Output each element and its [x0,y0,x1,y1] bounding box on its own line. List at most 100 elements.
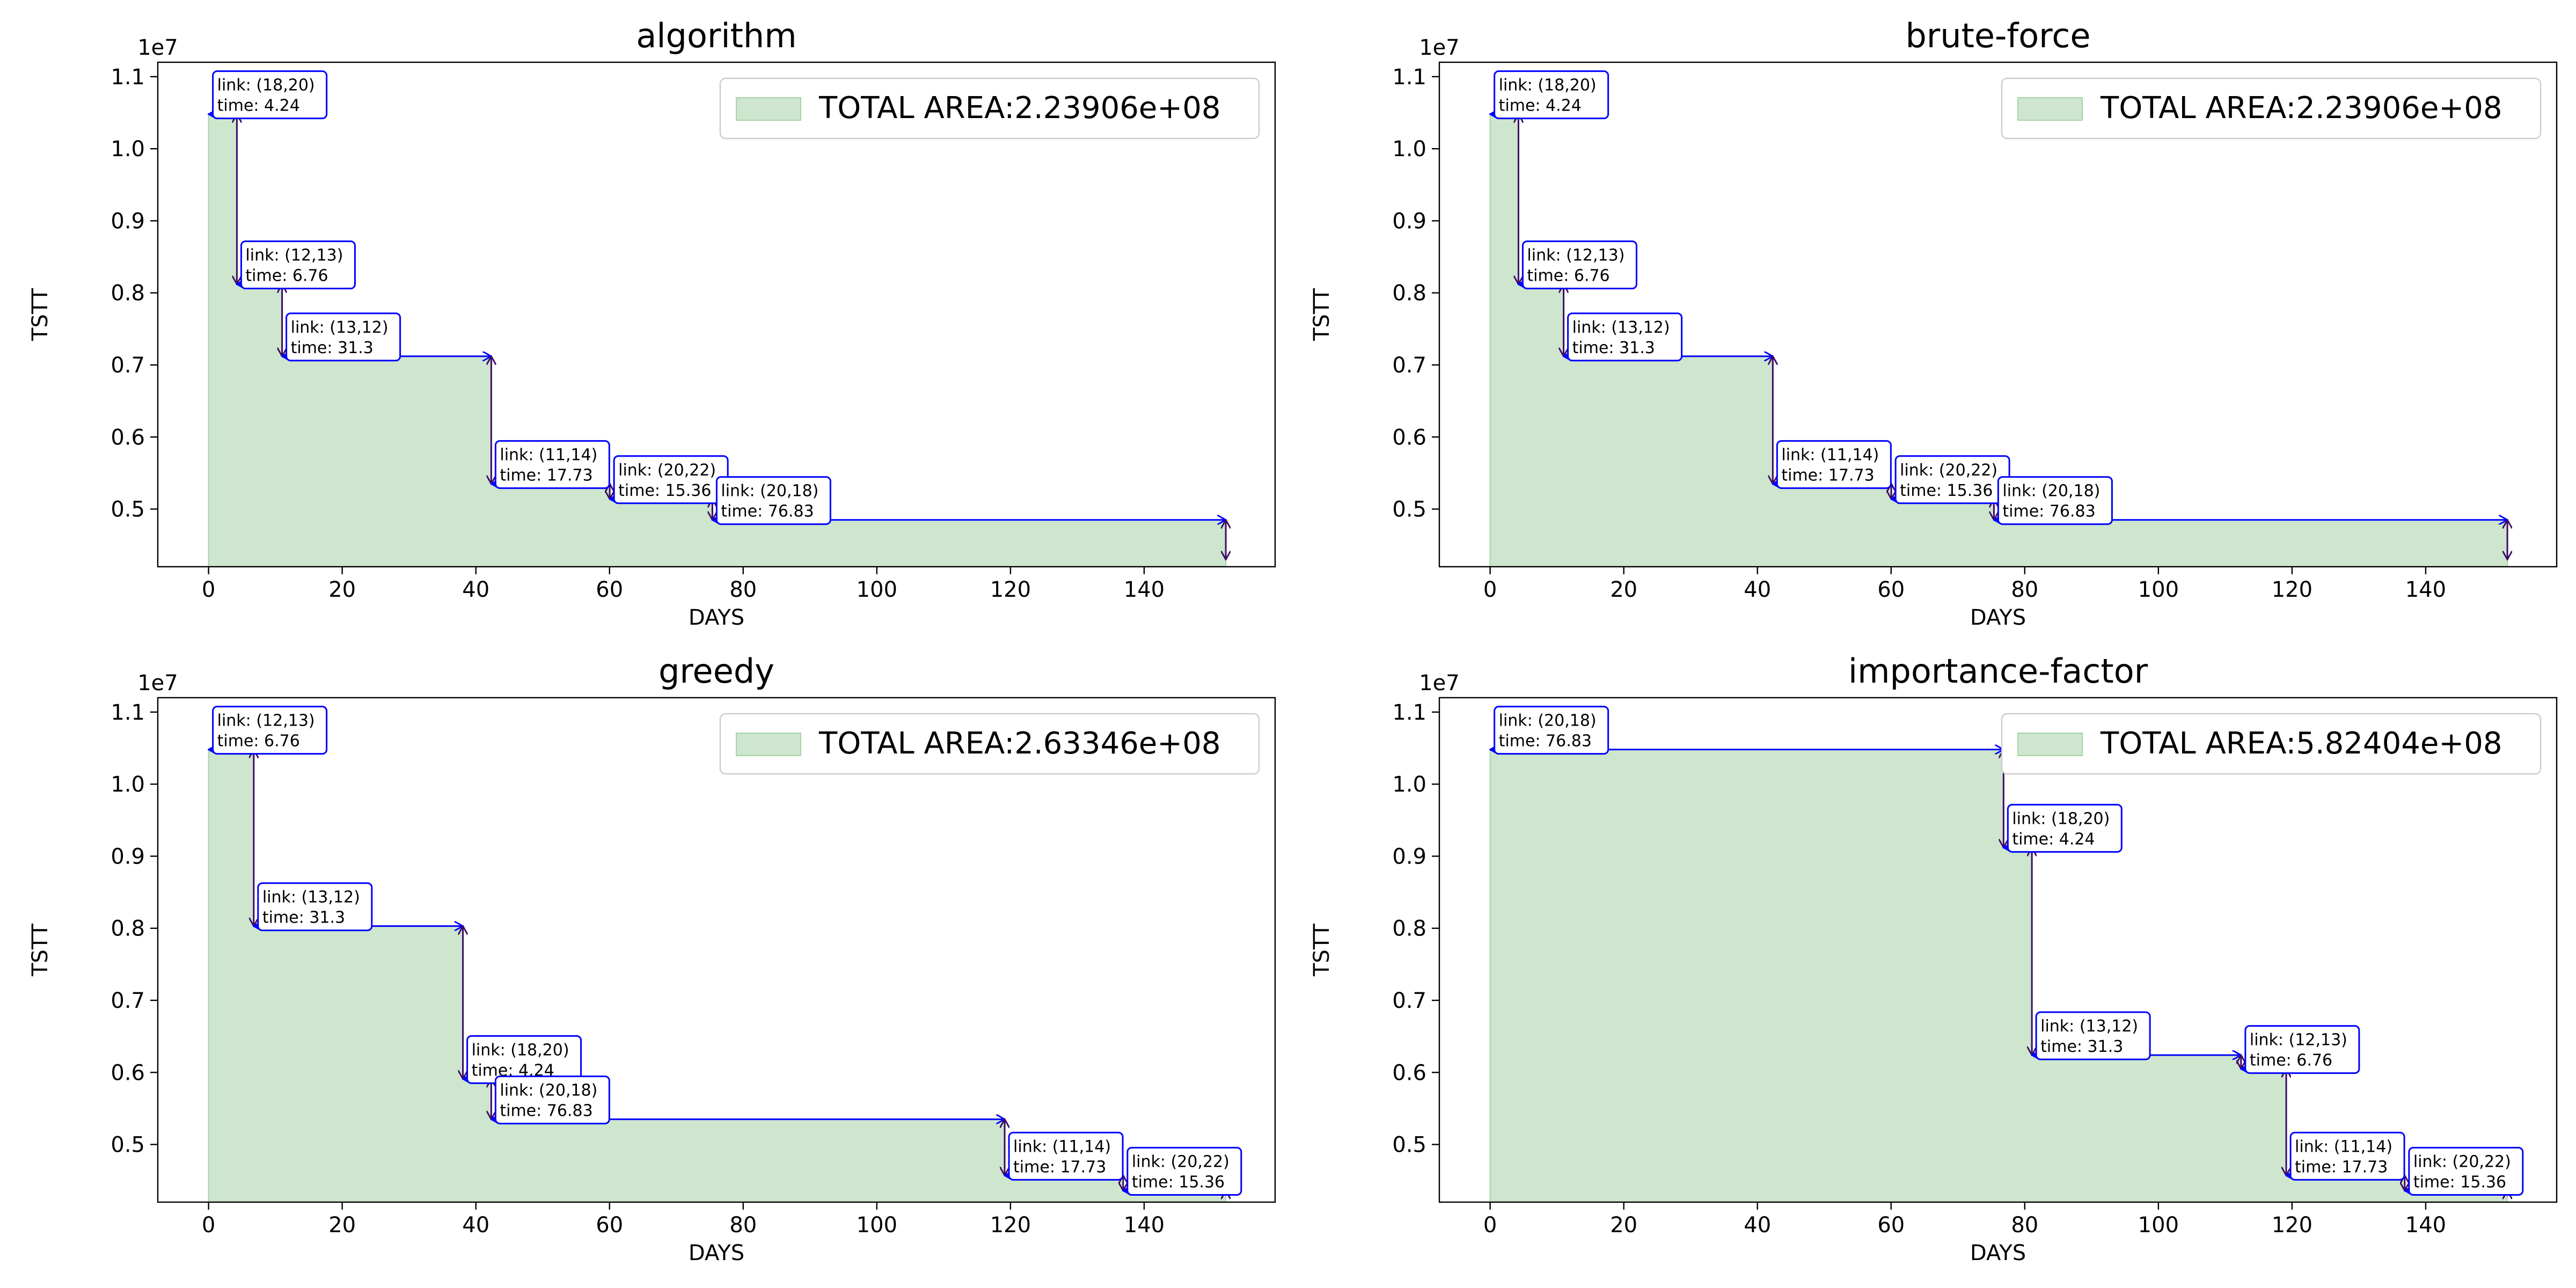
y-tick-label: 0.7 [1392,989,1426,1013]
annotation-box [212,706,328,755]
annotation-link: link: (11,14) [2295,1137,2392,1156]
x-tick-label: 60 [1877,577,1905,602]
legend: TOTAL AREA:2.23906e+08 [2001,77,2542,140]
annotation-box [494,1075,610,1125]
annotation-box [1567,312,1683,362]
y-scale-label: 1e7 [137,671,178,696]
y-tick-label: 1.0 [111,772,145,797]
annotation-time: time: 31.3 [1572,339,1655,357]
x-tick-label: 140 [2405,577,2446,602]
annotation-time: time: 31.3 [262,909,345,927]
y-axis-label: TSTT [28,288,53,341]
axes-frame [1438,61,2558,568]
annotation-box [212,70,328,120]
step-annotation: link: (13,12) time: 31.3 [286,312,401,362]
annotation-link: link: (18,20) [1499,76,1597,95]
annotation-link: link: (12,13) [217,712,315,730]
x-tick-label: 120 [2272,577,2312,602]
annotation-link: link: (13,12) [262,888,360,907]
annotation-link: link: (20,22) [2413,1153,2511,1172]
step-annotation: link: (13,12) time: 31.3 [1567,312,1683,362]
annotation-time: time: 6.76 [1527,267,1609,286]
annotation-time: time: 15.36 [2413,1173,2506,1192]
annotation-time: time: 31.3 [291,339,374,357]
x-tick-label: 100 [2138,1213,2179,1238]
step-annotation: link: (11,14) time: 17.73 [1008,1131,1124,1181]
annotation-link: link: (20,22) [1132,1153,1230,1172]
step-annotation: link: (20,18)time: 76.83 [715,476,831,525]
annotation-time: time: 76.83 [721,502,814,521]
x-tick-label: 80 [2011,1213,2038,1238]
step-annotation: link: (12,13)time: 6.76 [2244,1025,2360,1074]
annotation-link: link: (12,13) [2250,1031,2347,1050]
annotation-link: link: (11,14) [1781,446,1879,465]
annotation-link: link: (13,12) [291,318,389,337]
y-tick-label: 0.8 [1392,917,1426,941]
step-annotation: link: (11,14)time: 17.73 [1776,440,1892,489]
y-tick-label: 0.5 [1392,497,1426,522]
x-tick-label: 40 [462,577,489,602]
y-axis-label: TSTT [1309,288,1334,341]
y-tick-label: 0.6 [111,1060,145,1085]
annotation-link: link: (20,18) [721,482,818,501]
x-tick-label: 120 [990,1213,1031,1238]
x-tick-label: 20 [328,1213,356,1238]
annotation-box [2244,1025,2360,1074]
annotation-box [494,440,610,489]
y-tick-label: 0.6 [1392,425,1426,450]
annotation-time: time: 15.36 [618,481,711,500]
annotation-link: link: (20,18) [500,1081,597,1100]
annotation-time: time: 17.73 [1013,1158,1106,1176]
chart-title: importance-factor [1848,652,2148,691]
y-tick-label: 0.9 [1392,209,1426,233]
step-annotation: link: (20,22)time: 15.36 [1894,455,2010,504]
annotation-box [1126,1147,1242,1196]
y-tick-label: 0.7 [1392,353,1426,378]
legend-swatch [2017,97,2083,121]
annotation-time: time: 15.36 [1900,481,1993,500]
y-tick-label: 0.7 [111,989,145,1013]
axes-frame [1438,697,2558,1203]
annotation-time: time: 4.24 [217,97,300,115]
x-tick-label: 100 [2138,577,2179,602]
annotation-link: link: (12,13) [245,246,343,265]
annotation-box [1494,70,1609,120]
y-tick-label: 0.9 [1392,844,1426,869]
chart-panel-1: link: (18,20) time: 4.24 link: (12,13) time… [1309,16,2558,630]
annotation-time: time: 31.3 [2040,1037,2123,1056]
y-tick-label: 0.9 [111,844,145,869]
annotation-box [257,882,373,932]
annotation-time: time: 6.76 [217,732,300,751]
annotation-link: link: (11,14) [1013,1137,1111,1156]
y-tick-label: 1.1 [111,700,145,725]
x-axis-label: DAYS [1970,1241,2026,1265]
x-tick-label: 100 [857,1213,897,1238]
step-annotation: link: (18,20) time: 4.24 [1494,70,1609,120]
step-annotation: link: (20,18) time: 76.83 [494,1075,610,1125]
x-tick-label: 80 [729,1213,757,1238]
annotation-time: time: 15.36 [1132,1173,1225,1192]
annotation-link: link: (18,20) [2012,809,2110,828]
annotation-link: link: (18,20) [217,76,315,95]
x-axis-label: DAYS [689,605,744,630]
annotation-link: link: (13,12) [1572,318,1670,337]
chart-title: greedy [658,652,774,691]
chart-title: brute-force [1905,16,2090,55]
y-tick-label: 0.8 [1392,281,1426,306]
step-annotation: link: (11,14) time: 17.73 [2289,1131,2405,1181]
step-annotation: link: (11,14)time: 17.73 [494,440,610,489]
legend-frame [2001,713,2542,775]
annotation-link: link: (18,20) [472,1041,569,1059]
annotation-time: time: 76.83 [500,1102,592,1121]
y-tick-label: 0.6 [111,425,145,450]
y-tick-label: 0.9 [111,209,145,233]
annotation-box [286,312,401,362]
x-tick-label: 80 [2011,577,2038,602]
x-tick-label: 60 [596,577,623,602]
annotation-time: time: 17.73 [2295,1158,2388,1176]
annotation-link: link: (13,12) [2040,1017,2138,1036]
x-tick-label: 140 [1124,577,1165,602]
annotation-box [2289,1131,2405,1181]
annotation-time: time: 6.76 [2250,1051,2332,1070]
chart-panel-3: link: (20,18) time: 76.83 link: (18,20) tim… [1309,652,2558,1265]
